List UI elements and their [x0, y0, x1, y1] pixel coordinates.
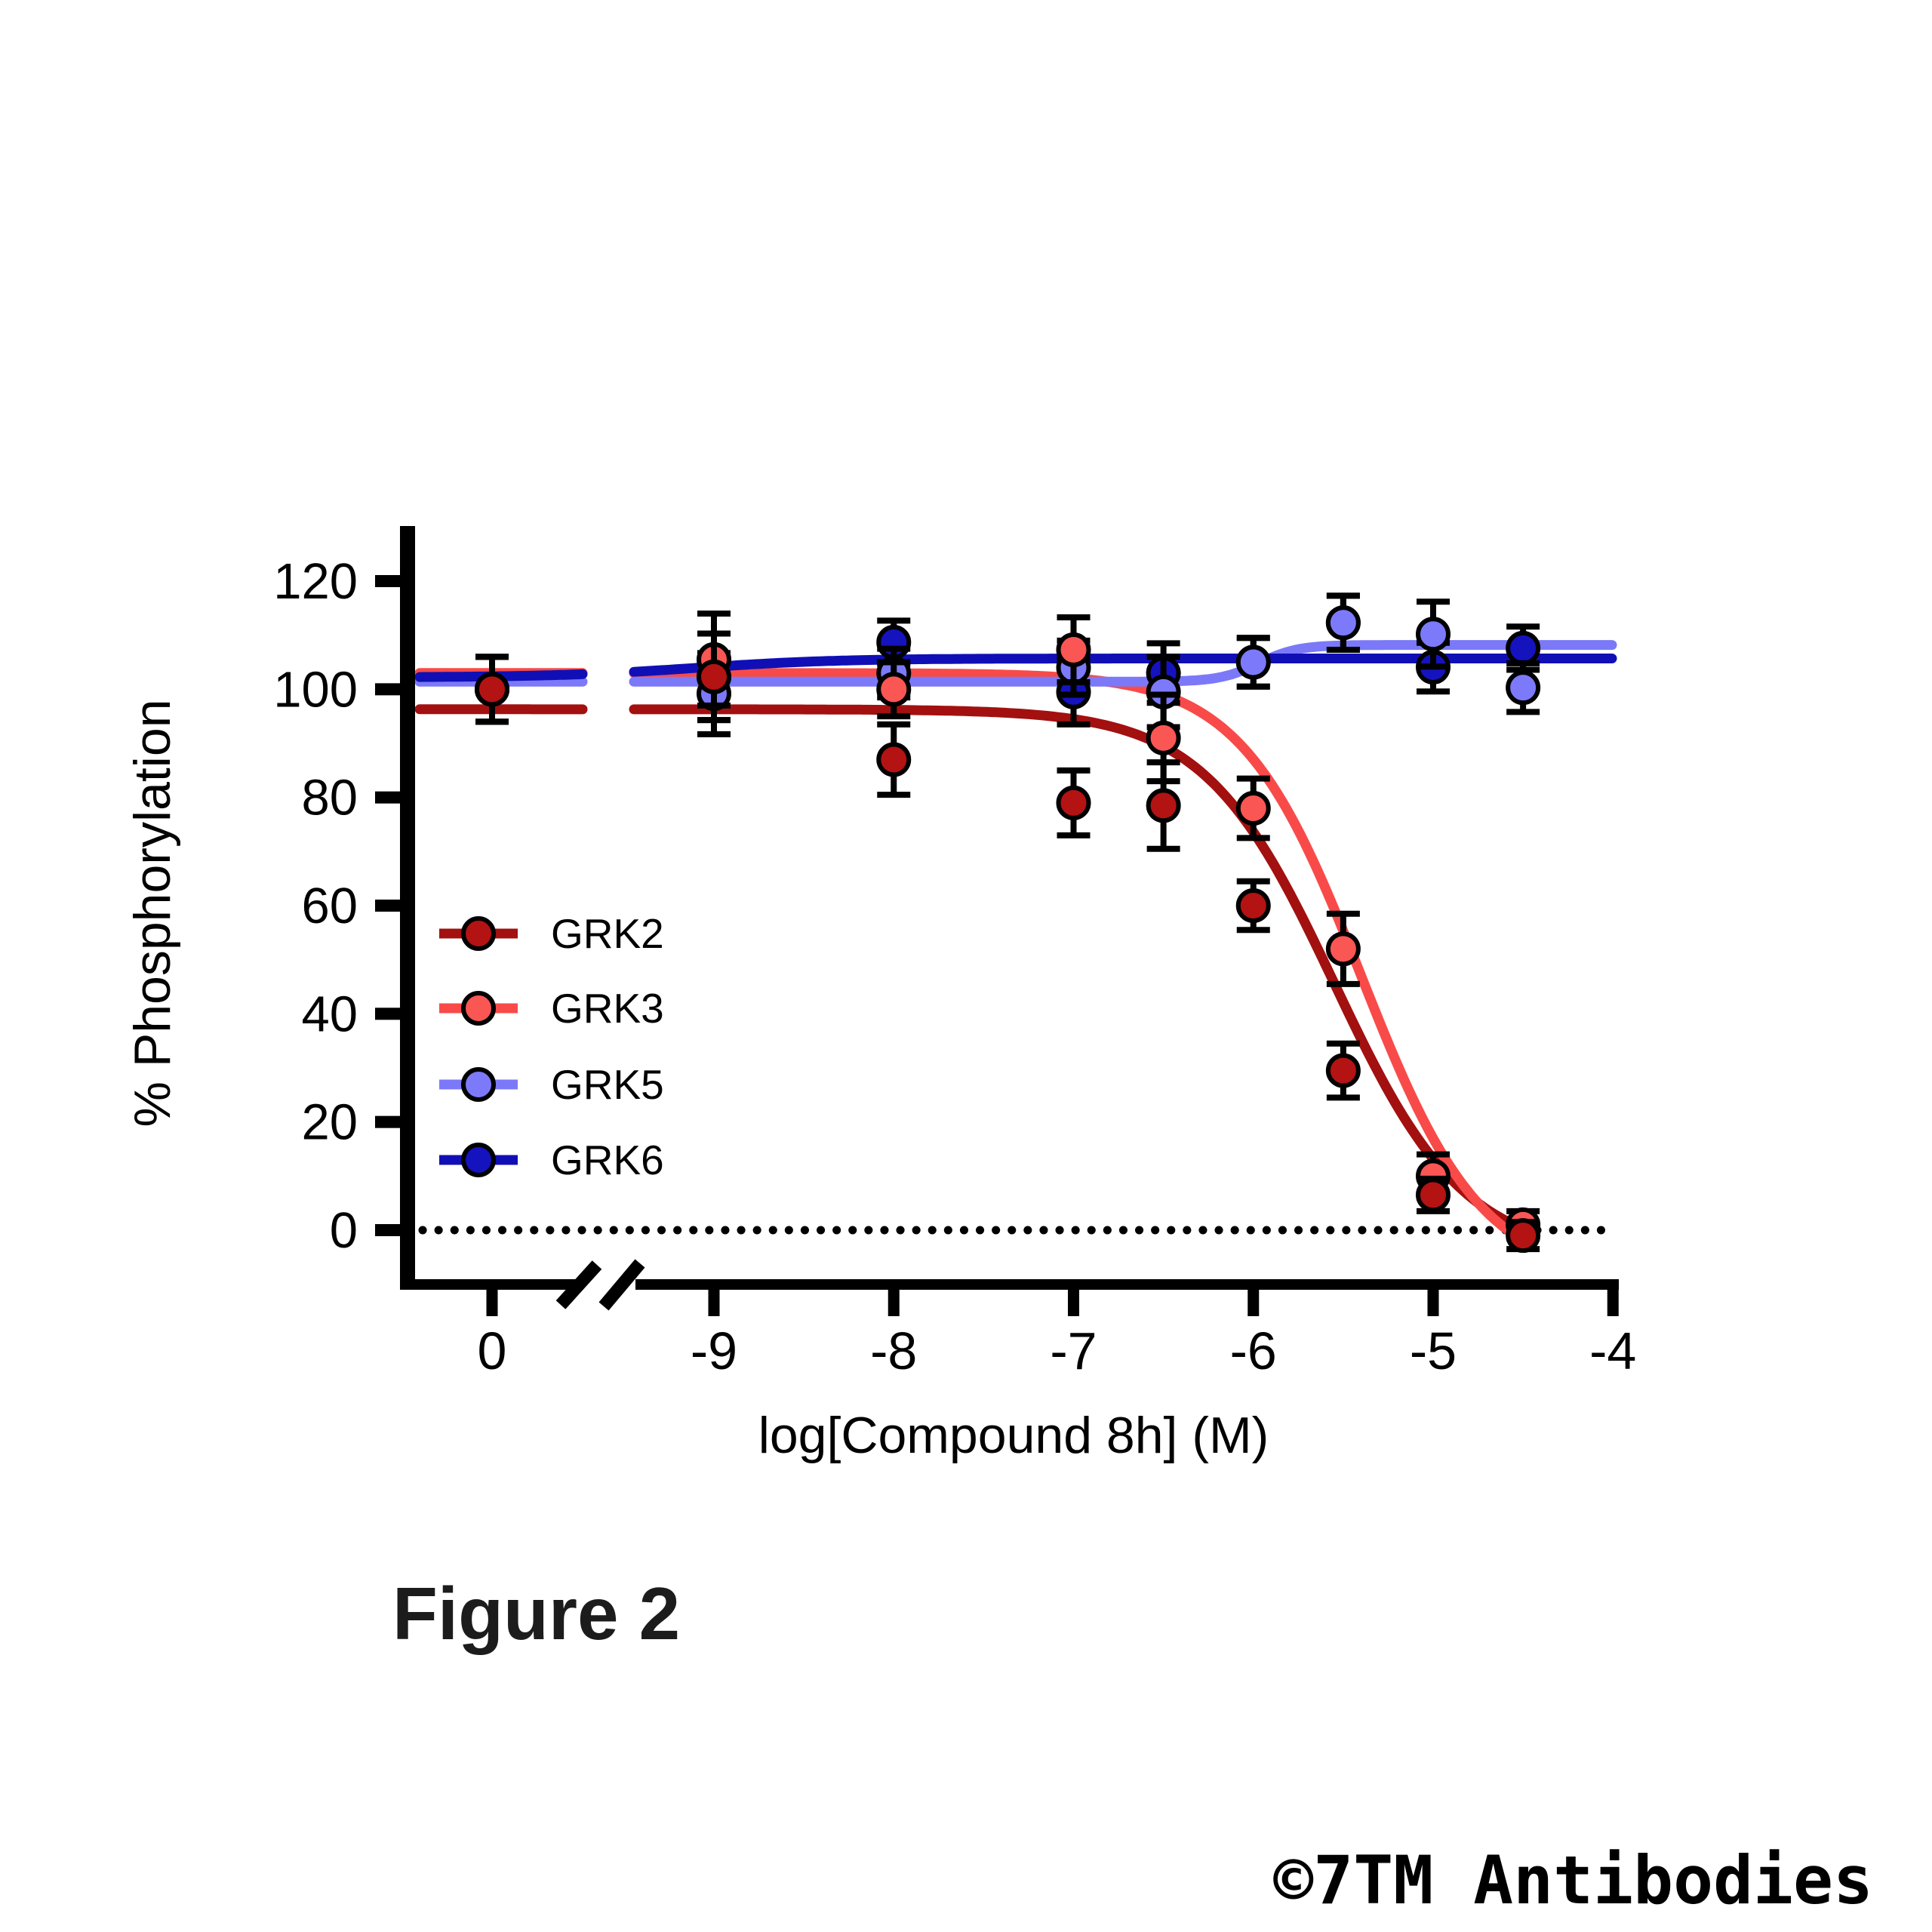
data-point-grk2 — [1325, 1053, 1361, 1088]
axis-break-slash — [598, 1259, 645, 1311]
y-axis-title: % Phosphorylation — [124, 699, 181, 1127]
axes: 0 20 40 60 80 100 120 0 -9 -8 -7 -6 -5 -4 — [273, 526, 1636, 1380]
y-tick-label: 40 — [301, 986, 358, 1042]
legend-marker — [461, 1143, 496, 1177]
y-tick-label: 100 — [273, 661, 358, 718]
legend-item-grk2: GRK2 — [439, 910, 664, 957]
data-point-grk5 — [1416, 617, 1451, 652]
data-point-grk2 — [876, 742, 912, 777]
data-point-grk5 — [1235, 645, 1271, 680]
x-tick-label: 0 — [478, 1321, 507, 1380]
legend: GRK2 GRK3 GRK5 GRK6 — [439, 910, 664, 1183]
figure-caption: Figure 2 — [392, 1572, 680, 1655]
legend-label: GRK6 — [551, 1137, 664, 1183]
watermark-copyright: ©7TM Antibodies — [1273, 1841, 1873, 1919]
x-tick-label: -9 — [691, 1321, 737, 1380]
y-tick-label: 0 — [330, 1202, 358, 1259]
data-point-grk3 — [1235, 790, 1271, 826]
legend-marker — [461, 991, 496, 1026]
data-point-grk2 — [697, 659, 731, 694]
y-tick — [375, 899, 402, 912]
data-point-grk5 — [1506, 670, 1541, 706]
data-point-grk2 — [1416, 1177, 1451, 1213]
legend-item-grk5: GRK5 — [439, 1061, 664, 1108]
y-tick — [375, 574, 402, 587]
y-tick — [375, 1008, 402, 1020]
x-tick — [1068, 1290, 1079, 1316]
y-axis-spine — [400, 526, 415, 1290]
axis-break-slash — [555, 1260, 602, 1309]
y-tick-label: 60 — [301, 878, 358, 934]
legend-label: GRK5 — [551, 1061, 664, 1108]
data-point-grk2 — [1235, 888, 1271, 923]
data-point-grk2 — [1506, 1218, 1541, 1254]
x-tick-label: -5 — [1410, 1321, 1457, 1380]
x-axis-segment-right — [635, 1279, 1619, 1290]
data-point-grk3 — [876, 672, 912, 707]
x-tick — [1247, 1290, 1260, 1316]
x-tick — [1427, 1290, 1439, 1316]
y-tick-label: 120 — [273, 553, 358, 610]
y-tick — [375, 1115, 402, 1128]
x-tick-label: -6 — [1230, 1321, 1277, 1380]
y-tick — [375, 1224, 402, 1236]
legend-label: GRK2 — [551, 910, 664, 957]
y-tick — [375, 683, 402, 696]
x-tick — [1607, 1290, 1619, 1316]
data-point-grk2 — [1056, 785, 1091, 820]
legend-item-grk6: GRK6 — [439, 1137, 664, 1183]
legend-marker — [461, 1067, 496, 1102]
legend-item-grk3: GRK3 — [439, 985, 664, 1032]
x-tick — [486, 1290, 498, 1316]
data-point-grk6 — [1506, 630, 1541, 666]
data-points — [475, 592, 1541, 1254]
legend-label: GRK3 — [551, 985, 664, 1032]
data-point-grk2 — [1146, 788, 1181, 823]
y-tick-label: 20 — [301, 1094, 358, 1151]
y-tick-label: 80 — [301, 770, 358, 826]
x-axis-title: log[Compound 8h] (M) — [758, 1407, 1269, 1464]
y-tick — [375, 791, 402, 804]
x-tick — [708, 1290, 720, 1316]
x-axis-segment-left — [400, 1279, 583, 1290]
series-grk2 — [475, 630, 1541, 1254]
fit-curve-grk2 — [414, 704, 1531, 1235]
data-point-grk3 — [1325, 931, 1361, 967]
x-tick-label: -8 — [870, 1321, 917, 1380]
x-tick-label: -4 — [1589, 1321, 1636, 1380]
data-point-grk3 — [1146, 720, 1181, 755]
x-tick-label: -7 — [1050, 1321, 1097, 1380]
x-tick — [888, 1290, 900, 1316]
legend-marker — [461, 916, 496, 951]
data-point-grk3 — [1056, 632, 1091, 668]
data-point-grk2 — [475, 672, 509, 707]
series-grk5 — [475, 592, 1541, 737]
data-point-grk5 — [1325, 605, 1361, 641]
